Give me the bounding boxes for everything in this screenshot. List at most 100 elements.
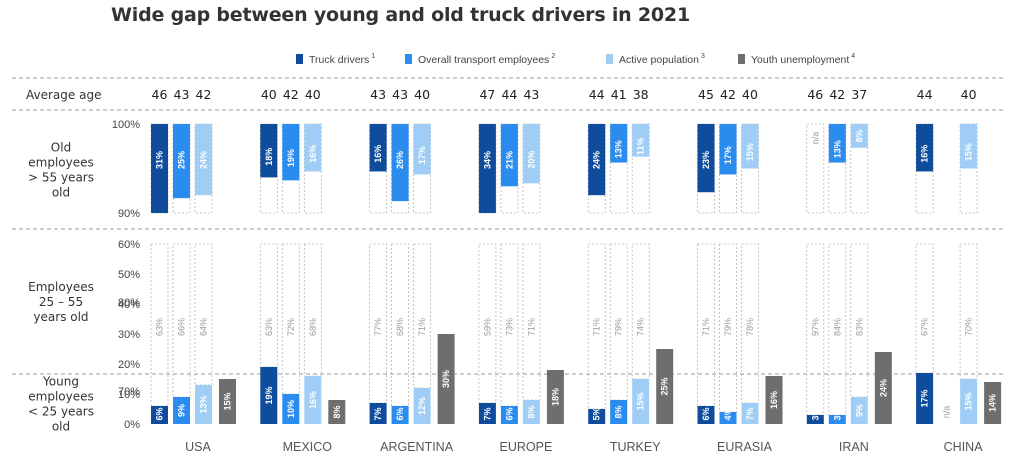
chart-title: Wide gap between young and old truck dri… xyxy=(111,4,690,26)
bar-mid-label: 68% xyxy=(395,318,405,336)
average-age-value: 46 xyxy=(807,87,823,102)
bar-old-label: 15% xyxy=(745,143,755,161)
bar-old-label: 13% xyxy=(614,140,624,158)
average-age-value: 44 xyxy=(589,87,605,102)
bar-outline xyxy=(172,243,191,398)
bar-mid-label: 67% xyxy=(920,318,930,336)
average-age-value: 43 xyxy=(370,87,386,102)
bar-mid-label: 97% xyxy=(810,318,820,336)
bar-young-label: 7% xyxy=(482,407,492,420)
bar-outline xyxy=(697,243,715,407)
bar-youth-unemployment xyxy=(546,370,564,424)
bar-young xyxy=(195,385,212,424)
bar-young xyxy=(610,400,628,424)
bar-youth-unemployment xyxy=(437,334,455,424)
bar-old-label: n/a xyxy=(810,132,820,145)
bar-young-label: 3% xyxy=(810,407,820,420)
bar-outline xyxy=(850,243,869,398)
bar-youth-unemployment xyxy=(219,379,236,424)
bar-mid-label: 77% xyxy=(373,318,383,336)
bar-old xyxy=(151,124,168,213)
average-age-value: 40 xyxy=(414,87,430,102)
bar-youth-unemployment-label: 24% xyxy=(878,379,888,397)
bar-young xyxy=(588,409,606,424)
average-age-value: 42 xyxy=(720,87,736,102)
bar-young xyxy=(413,388,431,424)
bar-old-label: 11% xyxy=(636,138,646,156)
bar-old-label: 20% xyxy=(526,151,536,169)
bar-mid-label: 79% xyxy=(614,318,624,336)
bar-mid-label: 71% xyxy=(417,318,427,336)
bar-mid-label: 66% xyxy=(177,318,187,336)
mid-employees-label: years old xyxy=(33,310,88,324)
average-age-value: 46 xyxy=(152,87,168,102)
bar-old xyxy=(369,124,387,172)
legend-swatch xyxy=(405,54,412,64)
category-label: MEXICO xyxy=(283,440,333,454)
average-age-value: 42 xyxy=(196,87,212,102)
bar-young-label: n/a xyxy=(942,406,952,419)
bar-old-label: 24% xyxy=(592,151,602,169)
y-tick-label: 40% xyxy=(118,299,140,311)
bar-mid-label: 83% xyxy=(854,318,864,336)
bar-youth-unemployment xyxy=(656,349,674,424)
average-age-label: Average age xyxy=(26,88,101,102)
old-employees-label: Old xyxy=(51,141,71,155)
y-tick-label: 70% xyxy=(118,386,140,398)
bar-young-label: 10% xyxy=(286,400,296,418)
bar-old-label: 16% xyxy=(308,145,318,163)
bar-old-label: 17% xyxy=(723,146,733,164)
bar-young xyxy=(369,403,387,424)
category-label: CHINA xyxy=(944,440,984,454)
bar-old xyxy=(697,124,715,193)
bar-young-label: 8% xyxy=(526,405,536,418)
legend-label: Truck drivers xyxy=(309,54,369,66)
bar-outline xyxy=(259,243,278,368)
bar-mid-label: 64% xyxy=(199,318,209,336)
bar-outline xyxy=(303,243,322,377)
bar-old xyxy=(610,124,628,163)
bar-young xyxy=(522,400,540,424)
y-tick-label: 90% xyxy=(118,208,140,220)
bar-outline xyxy=(806,123,825,214)
average-age-value: 40 xyxy=(742,87,758,102)
bar-old xyxy=(260,124,278,178)
bar-young-label: 9% xyxy=(177,404,187,417)
bar-mid-label: 72% xyxy=(286,318,296,336)
bar-young xyxy=(960,379,978,424)
average-age-value: 40 xyxy=(261,87,277,102)
bar-old-label: 15% xyxy=(964,143,974,161)
young-employees-label: Young xyxy=(42,375,79,389)
legend-label: Overall transport employees xyxy=(418,54,549,66)
bar-young-label: 3% xyxy=(832,407,842,420)
bar-mid-label: 78% xyxy=(745,318,755,336)
bar-old xyxy=(500,124,518,187)
bar-young xyxy=(741,403,759,424)
legend-swatch xyxy=(606,54,613,64)
average-age-value: 43 xyxy=(523,87,539,102)
category-label: EUROPE xyxy=(500,440,553,454)
bar-old-label: 18% xyxy=(264,148,274,166)
y-tick-label: 20% xyxy=(118,359,140,371)
y-tick-label: 10% xyxy=(118,389,140,401)
bar-youth-unemployment-label: 30% xyxy=(441,370,451,388)
average-age-value: 38 xyxy=(633,87,649,102)
bar-old-label: 24% xyxy=(199,151,209,169)
bar-mid-label: 59% xyxy=(482,318,492,336)
bar-old xyxy=(522,124,540,184)
bar-old-label: 16% xyxy=(920,145,930,163)
y-tick-label: 80% xyxy=(118,297,140,309)
bar-mid-label: 68% xyxy=(308,318,318,336)
bar-young-label: 6% xyxy=(504,407,514,420)
bar-youth-unemployment-label: 16% xyxy=(769,391,779,409)
average-age-value: 47 xyxy=(479,87,495,102)
bar-mid-label: 71% xyxy=(592,318,602,336)
bar-mid-label: 79% xyxy=(723,318,733,336)
legend-footnote: 4 xyxy=(851,53,855,60)
legend-footnote: 1 xyxy=(371,53,375,60)
bar-young-label: 13% xyxy=(199,395,209,413)
average-age-value: 44 xyxy=(501,87,517,102)
average-age-value: 42 xyxy=(283,87,299,102)
bar-young-label: 12% xyxy=(417,397,427,415)
